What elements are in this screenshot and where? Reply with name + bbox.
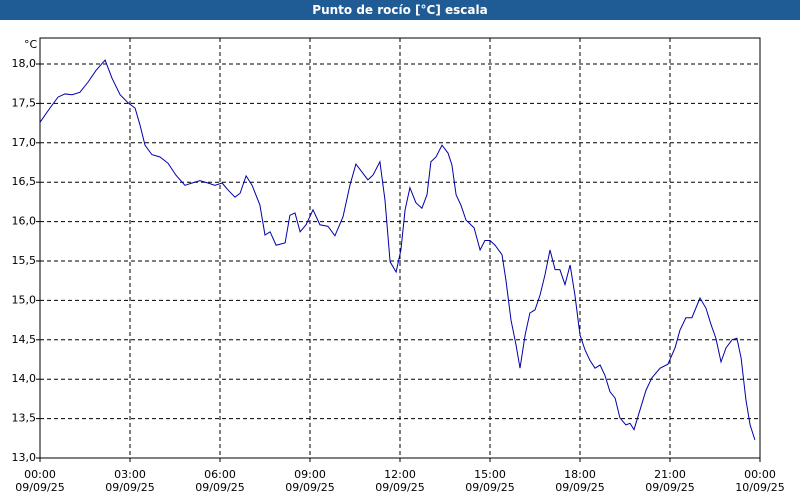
y-tick-label: 16,5 <box>12 175 37 188</box>
y-unit: °C <box>24 38 38 51</box>
y-tick-label: 17,0 <box>12 136 37 149</box>
title-bar: Punto de rocío [°C] escala <box>0 0 800 20</box>
y-tick-label: 18,0 <box>12 57 37 70</box>
data-line <box>39 59 756 441</box>
y-tick-label: 15,0 <box>12 293 37 306</box>
x-tick-label: 21:00 09/09/25 <box>645 468 695 494</box>
x-tick-label: 12:00 09/09/25 <box>375 468 425 494</box>
y-tick-label: 13,0 <box>12 451 37 464</box>
x-tick-label: 03:00 09/09/25 <box>105 468 155 494</box>
y-tick-label: 17,5 <box>12 96 37 109</box>
y-tick-label: 13,5 <box>12 412 37 425</box>
x-tick-label: 18:00 09/09/25 <box>555 468 605 494</box>
x-tick-label: 00:00 10/09/25 <box>735 468 785 494</box>
plot-border <box>39 37 761 459</box>
x-tick-label: 15:00 09/09/25 <box>465 468 515 494</box>
y-tick-label: 15,5 <box>12 254 37 267</box>
y-tick-label: 16,0 <box>12 215 37 228</box>
y-tick-label: 14,5 <box>12 333 37 346</box>
y-tick-label: 14,0 <box>12 372 37 385</box>
x-tick-label: 09:00 09/09/25 <box>285 468 335 494</box>
x-tick-label: 00:00 09/09/25 <box>15 468 65 494</box>
x-tick-label: 06:00 09/09/25 <box>195 468 245 494</box>
